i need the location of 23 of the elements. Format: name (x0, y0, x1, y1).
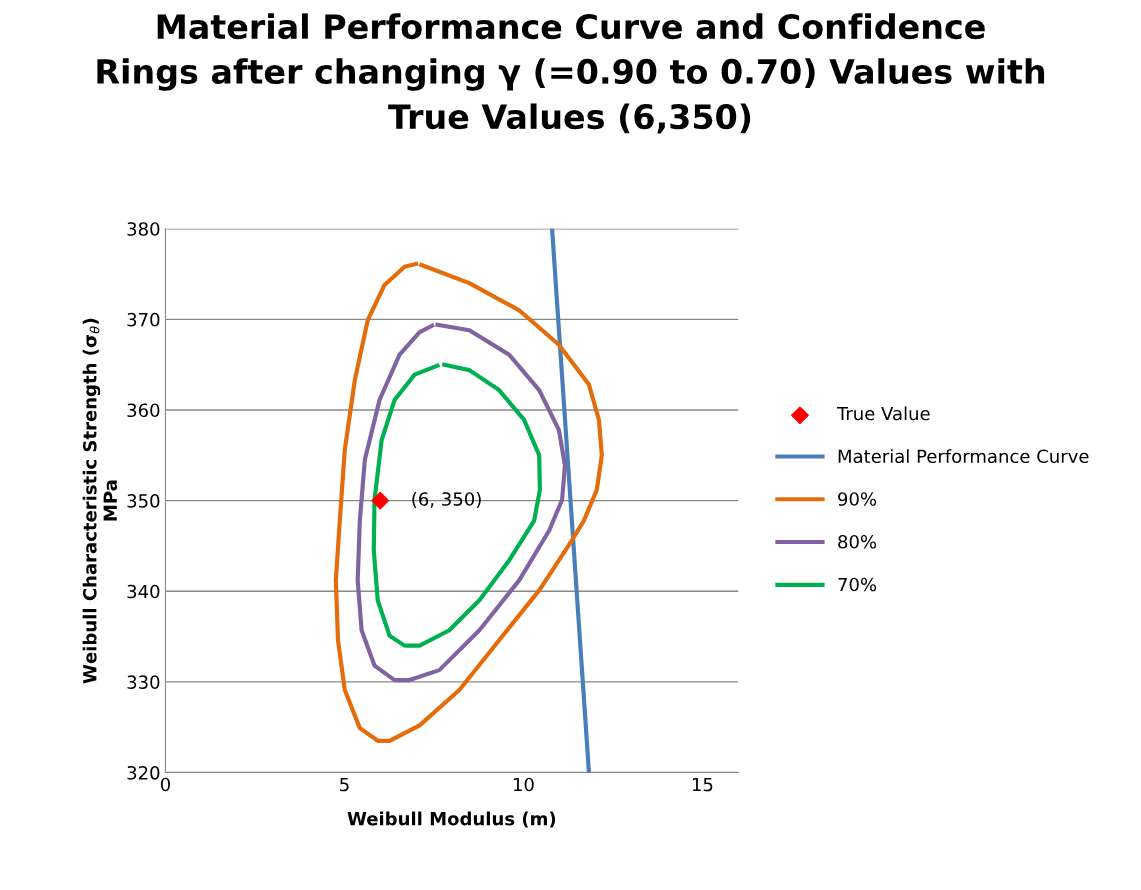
y-tick-label: 360 (127, 403, 160, 418)
legend-label: 80% (838, 534, 877, 549)
x-axis-title: Weibull Modulus (m) (347, 811, 556, 828)
y-tick-label: 330 (127, 675, 160, 689)
y-tick-label: 380 (127, 222, 160, 236)
y-tick-label: 370 (127, 312, 160, 327)
x-tick-label: 5 (340, 777, 349, 792)
line-series (333, 261, 604, 743)
text: Weibull Characteristic Strength (σ$_{θ}$) MPa (82, 318, 118, 684)
y-tick-label: 320 (127, 765, 160, 780)
y-tick-label: 340 (127, 584, 160, 599)
legend-label: Material Performance Curve (838, 449, 1089, 464)
y-tick-label: 350 (127, 494, 160, 508)
legend-label: 70% (838, 577, 877, 592)
chart-title: Material Performance Curve and Confidence Rings after changing γ (=0.90 to 0.70) Values with True Values (6,350) (97, 13, 1045, 134)
legend-label: 90% (838, 492, 877, 506)
line-series (355, 322, 568, 683)
line-series (371, 362, 542, 648)
x-tick-label: 0 (160, 777, 170, 792)
x-tick-label: 10 (513, 777, 534, 792)
x-tick-label: 15 (692, 777, 713, 792)
legend-label: True Value (836, 406, 930, 421)
annotation: (6, 350) (412, 491, 481, 508)
